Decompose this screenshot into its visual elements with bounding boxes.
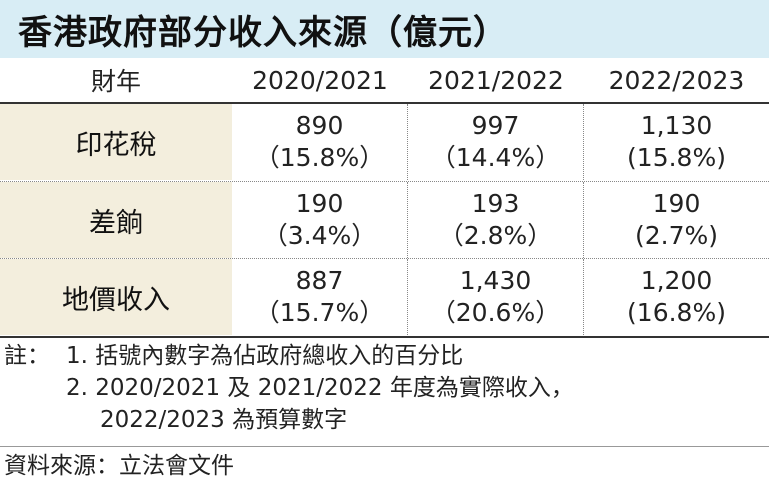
header-2021-2022: 2021/2022 xyxy=(428,65,564,95)
cell-value: 997 xyxy=(471,111,520,140)
notes-section: 註： 1. 括號內數字為佔政府總收入的百分比 2. 2020/2021 及 20… xyxy=(4,340,764,436)
cell-percent: （3.4%） xyxy=(262,221,377,250)
table-cell: 190 （3.4%） xyxy=(232,182,408,258)
note-line: 2022/2023 為預算數字 xyxy=(4,404,764,436)
cell-value: 890 xyxy=(295,111,344,140)
cell-percent: (16.8%) xyxy=(627,298,726,327)
note-line: 2. 2020/2021 及 2021/2022 年度為實際收入， xyxy=(4,372,764,404)
cell-value: 1,130 xyxy=(640,111,713,140)
cell-value: 1,430 xyxy=(459,266,532,295)
note-line: 註： 1. 括號內數字為佔政府總收入的百分比 xyxy=(4,340,764,372)
table-cell: 1,430 （20.6%） xyxy=(408,259,584,335)
note-text: 2. 2020/2021 及 2021/2022 年度為實際收入， xyxy=(66,375,574,401)
table-cell: 887 （15.7%） xyxy=(232,259,408,335)
note-text: 1. 括號內數字為佔政府總收入的百分比 xyxy=(66,343,464,369)
cell-value: 887 xyxy=(295,266,344,295)
cell-value: 1,200 xyxy=(640,266,713,295)
title-bar: 香港政府部分收入來源（億元） xyxy=(0,0,769,58)
header-fiscal-year: 財年 xyxy=(90,67,141,96)
row-label: 差餉 xyxy=(0,182,232,258)
note-text: 2022/2023 為預算數字 xyxy=(100,407,348,433)
cell-percent: （20.6%） xyxy=(430,298,561,327)
cell-value: 193 xyxy=(471,189,520,218)
table-cell: 1,130 (15.8%) xyxy=(584,104,769,180)
table-cell: 190 (2.7%) xyxy=(584,182,769,258)
cell-percent: （15.8%） xyxy=(254,143,385,172)
table-cell: 890 （15.8%） xyxy=(232,104,408,180)
table-row-land-premium: 地價收入 887 （15.7%） 1,430 （20.6%） 1,200 (16… xyxy=(0,258,769,335)
cell-value: 190 xyxy=(652,189,701,218)
table-header-row: 財年 2020/2021 2021/2022 2022/2023 xyxy=(0,58,769,104)
table-cell: 193 （2.8%） xyxy=(408,182,584,258)
page-title: 香港政府部分收入來源（億元） xyxy=(18,12,508,53)
table-row-rates: 差餉 190 （3.4%） 193 （2.8%） 190 (2.7%) xyxy=(0,181,769,258)
row-label: 印花稅 xyxy=(0,104,232,180)
notes-label: 註： xyxy=(4,343,50,369)
header-2020-2021: 2020/2021 xyxy=(252,65,388,95)
cell-value: 190 xyxy=(295,189,344,218)
cell-percent: （14.4%） xyxy=(430,143,561,172)
row-label: 地價收入 xyxy=(0,259,232,335)
cell-percent: （15.7%） xyxy=(254,298,385,327)
table-cell: 997 （14.4%） xyxy=(408,104,584,180)
header-2022-2023: 2022/2023 xyxy=(608,65,745,95)
cell-percent: （2.8%） xyxy=(438,221,553,250)
table-cell: 1,200 (16.8%) xyxy=(584,259,769,335)
source-divider xyxy=(0,446,769,447)
source-text: 資料來源：立法會文件 xyxy=(4,453,234,479)
cell-percent: (15.8%) xyxy=(627,143,726,172)
table-bottom-divider xyxy=(0,336,769,338)
cell-percent: (2.7%) xyxy=(634,221,719,250)
table-row-stamp-duty: 印花稅 890 （15.8%） 997 （14.4%） 1,130 (15.8%… xyxy=(0,104,769,180)
